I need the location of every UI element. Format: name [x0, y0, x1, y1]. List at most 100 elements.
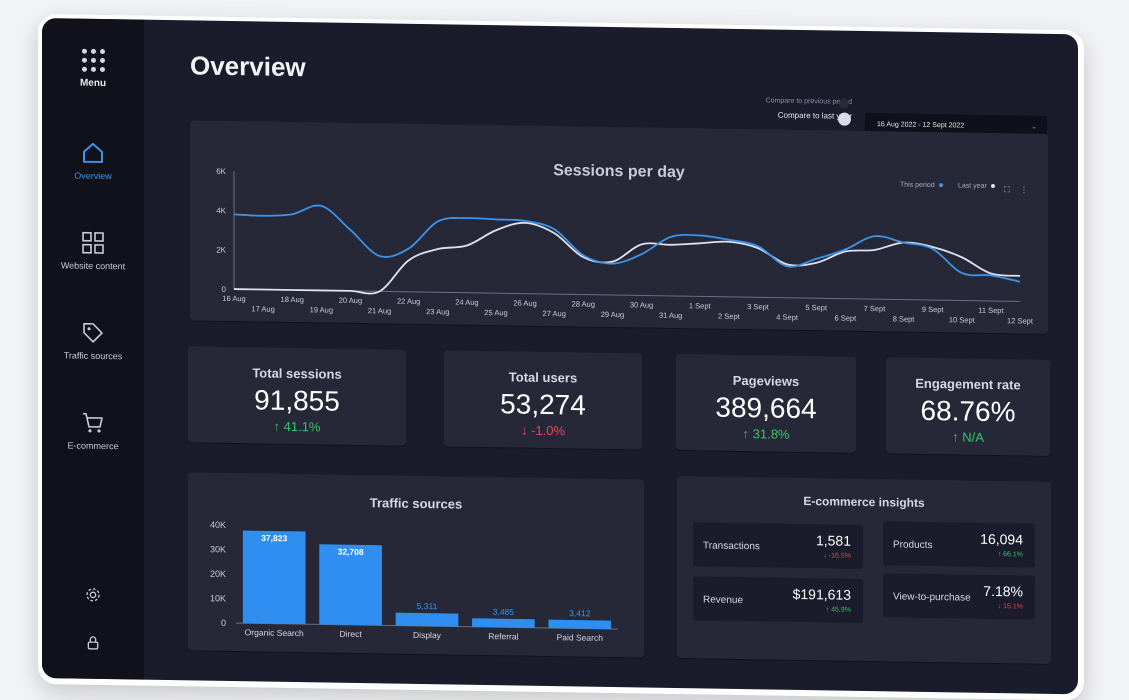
x-tick-label: 29 Aug: [601, 310, 624, 319]
ecom-revenue[interactable]: Revenue $191,613 ↑ 45.9%: [693, 576, 863, 623]
ecom-transactions[interactable]: Transactions 1,581 ↓ -16.5%: [693, 522, 863, 569]
sessions-chart-card: Sessions per day This period Last year ⛶…: [190, 120, 1048, 334]
x-tick-label: 9 Sept: [922, 305, 945, 314]
ecom-delta-value: 15.1%: [1003, 603, 1023, 611]
kpi-delta-value: 41.1%: [283, 418, 321, 435]
y-tick-label: 4K: [216, 206, 226, 215]
sidebar-item-overview[interactable]: Overview: [42, 140, 144, 182]
ecom-delta-value: 66.1%: [1003, 551, 1023, 559]
bar-4: [548, 619, 612, 630]
kpi-value: 91,855: [254, 384, 340, 417]
sidebar-item-e-commerce[interactable]: E-commerce: [42, 410, 144, 452]
home-icon: [83, 142, 103, 164]
kpi-label: Pageviews: [732, 372, 800, 389]
compare-last-year-toggle[interactable]: [838, 112, 851, 126]
bar-value-label: 32,708: [338, 547, 364, 557]
kpi-total-users: Total users 53,274 ↓ -1.0%: [444, 350, 642, 450]
category-label: Direct: [339, 629, 362, 639]
dashboard-screen: Menu Overview Website content Traffic so…: [42, 18, 1078, 695]
series-line-this-period: [233, 204, 1021, 283]
ecom-delta: ↓ -16.5%: [823, 552, 851, 560]
kpi-engagement-rate: Engagement rate 68.76% ↑ N/A: [886, 357, 1050, 456]
menu-grid-icon: [81, 48, 105, 73]
kpi-delta: ↑ N/A: [952, 429, 984, 445]
y-tick-label: 40K: [210, 520, 226, 530]
ecom-label: Revenue: [703, 594, 744, 607]
date-range-value: 16 Aug 2022 - 12 Sept 2022: [877, 121, 965, 130]
x-tick-label: 16 Aug: [222, 294, 245, 303]
sidebar-item-label: Traffic sources: [63, 350, 123, 362]
kpi-delta-value: 31.8%: [752, 426, 790, 442]
compare-previous-toggle[interactable]: [839, 98, 849, 109]
x-tick-label: 22 Aug: [397, 297, 420, 306]
x-tick-label: 20 Aug: [339, 296, 362, 305]
lock-button[interactable]: [42, 634, 144, 652]
x-tick-label: 4 Sept: [776, 313, 799, 322]
ecom-delta-value: 45.9%: [831, 606, 851, 614]
bar-value-label: 5,311: [417, 601, 438, 611]
bar-0: [242, 530, 306, 625]
sidebar: Menu Overview Website content Traffic so…: [42, 18, 144, 680]
kpi-delta-value: N/A: [962, 429, 984, 445]
x-tick-label: 10 Sept: [949, 315, 976, 324]
x-tick-label: 1 Sept: [689, 301, 712, 310]
ecom-value: 7.18%: [983, 582, 1023, 600]
bar-1: [319, 544, 382, 626]
ecom-delta: ↓ 15.1%: [997, 603, 1023, 611]
ecom-delta: ↑ 66.1%: [997, 551, 1023, 559]
kpi-delta: ↑ 31.8%: [742, 426, 790, 442]
ecom-view-to-purchase[interactable]: View-to-purchase 7.18% ↓ 15.1%: [883, 573, 1035, 620]
traffic-sources-card: Traffic sources 0 10K 20K 30K 40K 37,823 Organ…: [188, 472, 644, 658]
kpi-label: Total users: [508, 369, 578, 386]
category-label: Organic Search: [245, 627, 304, 638]
bar-value-label: 37,823: [261, 533, 287, 543]
ecom-products[interactable]: Products 16,094 ↑ 66.1%: [883, 521, 1035, 568]
x-axis: [234, 288, 1020, 302]
y-tick-label: 30K: [210, 544, 226, 554]
sidebar-item-label: E-commerce: [67, 440, 119, 452]
kpi-delta: ↑ 41.1%: [273, 418, 321, 435]
y-tick-label: 0: [221, 618, 226, 628]
category-label: Paid Search: [557, 632, 604, 643]
kpi-delta-value: -1.0%: [531, 422, 566, 439]
bar-value-label: 3,485: [493, 607, 515, 617]
sidebar-item-traffic-sources[interactable]: Traffic sources: [42, 320, 144, 362]
x-tick-label: 28 Aug: [572, 299, 595, 308]
menu-button[interactable]: Menu: [42, 48, 144, 90]
y-tick-label: 10K: [210, 593, 226, 603]
y-tick-label: 0: [222, 285, 227, 294]
ecom-value: $191,613: [792, 585, 851, 603]
x-tick-label: 25 Aug: [484, 308, 507, 317]
kpi-total-sessions: Total sessions 91,855 ↑ 41.1%: [188, 346, 406, 446]
ecom-label: Transactions: [703, 540, 760, 553]
x-tick-label: 17 Aug: [251, 304, 274, 313]
sessions-line-chart: 0 2K 4K 6K 16 Aug 17 Aug 18 Aug 19 Aug 20 Aug 21 …: [216, 167, 1034, 326]
ecom-delta-value: -16.5%: [828, 552, 851, 560]
main-content: Overview Compare to previous period Comp…: [144, 20, 1078, 695]
x-tick-label: 11 Sept: [978, 306, 1004, 315]
ecom-value: 1,581: [815, 532, 851, 549]
bar-2: [395, 612, 459, 627]
x-tick-label: 26 Aug: [513, 298, 536, 307]
tag-icon: [83, 322, 103, 343]
ecom-delta: ↑ 45.9%: [825, 606, 851, 614]
x-tick-label: 21 Aug: [368, 306, 391, 315]
sidebar-item-website-content[interactable]: Website content: [42, 230, 144, 272]
device-frame: Menu Overview Website content Traffic so…: [38, 14, 1084, 700]
x-tick-label: 6 Sept: [834, 314, 857, 323]
x-tick-label: 19 Aug: [310, 305, 333, 314]
y-tick-label: 20K: [210, 569, 226, 579]
compare-last-year-label: Compare to last year: [777, 110, 852, 121]
y-tick-label: 6K: [216, 167, 226, 176]
x-tick-label: 27 Aug: [543, 309, 566, 318]
settings-button[interactable]: [42, 586, 144, 604]
kpi-label: Total sessions: [252, 365, 342, 382]
ecommerce-insights-card: E-commerce insights Transactions 1,581 ↓…: [677, 476, 1051, 664]
x-tick-label: 31 Aug: [659, 311, 682, 320]
bar-value-label: 3,412: [569, 608, 591, 618]
kpi-value: 68.76%: [920, 394, 1016, 428]
ecom-value: 16,094: [980, 530, 1023, 548]
x-tick-label: 24 Aug: [455, 298, 478, 307]
kpi-value: 53,274: [500, 388, 586, 421]
x-tick-label: 18 Aug: [281, 295, 304, 304]
